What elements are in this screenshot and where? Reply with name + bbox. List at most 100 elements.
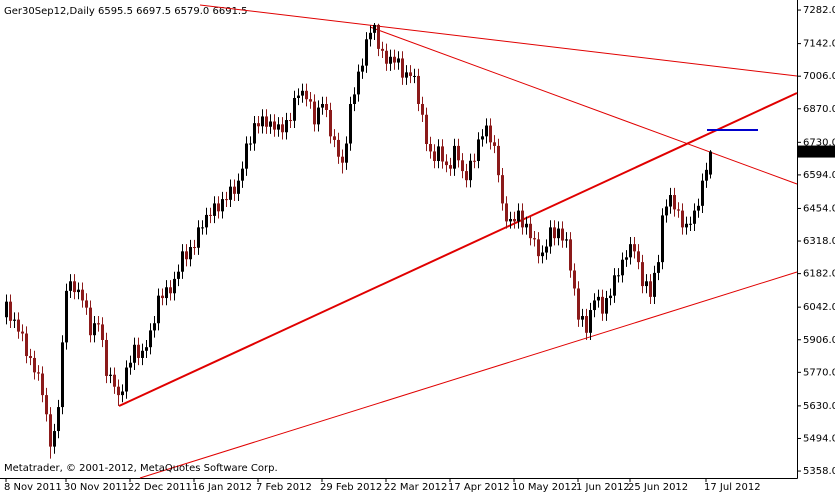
candle-body xyxy=(437,146,440,162)
candle-body xyxy=(89,307,92,336)
candle-body xyxy=(665,206,668,216)
x-tick-label: 17 Jul 2012 xyxy=(704,482,761,493)
candle-body xyxy=(709,151,712,175)
y-tick-label: 6594.0 xyxy=(803,170,835,181)
candle-body xyxy=(669,195,672,207)
candle-body xyxy=(537,239,540,257)
candle-body xyxy=(409,72,412,76)
candle-body xyxy=(625,257,628,260)
candle-body xyxy=(677,209,680,211)
candle-body xyxy=(633,244,636,252)
candle-body xyxy=(601,296,604,314)
x-tick-label: 7 Feb 2012 xyxy=(256,482,312,493)
candle-body xyxy=(529,223,532,239)
candle-body xyxy=(181,251,184,272)
y-tick-label: 7282.0 xyxy=(803,5,835,16)
y-tick-label: 6042.0 xyxy=(803,302,835,313)
candle-body xyxy=(221,199,224,212)
candle-body xyxy=(249,143,252,145)
candle-body xyxy=(453,145,456,169)
candle-body xyxy=(417,75,420,104)
candle-body xyxy=(313,101,316,125)
chart-title: Ger30Sep12,Daily 6595.5 6697.5 6579.0 66… xyxy=(4,6,247,17)
candle-body xyxy=(569,239,572,271)
y-tick-label: 5630.0 xyxy=(803,401,835,412)
candle-body xyxy=(621,259,624,276)
candle-body xyxy=(629,244,632,258)
candle-body xyxy=(433,151,436,162)
candle-body xyxy=(517,210,520,222)
candle-body xyxy=(305,90,308,100)
candle-body xyxy=(477,139,480,162)
candle-body xyxy=(277,124,280,130)
candle-body xyxy=(185,251,188,260)
candle-body xyxy=(349,103,352,144)
candle-body xyxy=(245,143,248,169)
candle-body xyxy=(229,186,232,200)
candle-body xyxy=(209,214,212,216)
candle-body xyxy=(49,414,52,447)
y-tick-label: 5906.0 xyxy=(803,335,835,346)
candle-body xyxy=(65,290,68,343)
x-tick-label: 1 Jun 2012 xyxy=(576,482,630,493)
candle-body xyxy=(341,156,344,163)
candle-body xyxy=(545,246,548,253)
candle-body xyxy=(373,24,376,33)
candle-body xyxy=(493,142,496,146)
candle-body xyxy=(269,121,272,127)
y-tick-label: 5358.0 xyxy=(803,466,835,477)
candle-body xyxy=(473,160,476,162)
copyright: Metatrader, © 2001-2012, MetaQuotes Soft… xyxy=(4,463,278,474)
candle-body xyxy=(117,386,120,396)
candle-body xyxy=(549,227,552,247)
candle-body xyxy=(585,316,588,333)
candle-body xyxy=(5,301,8,318)
candle-body xyxy=(85,300,88,308)
current-price-box xyxy=(798,145,835,158)
candle-body xyxy=(461,160,464,172)
candle-body xyxy=(157,295,160,324)
candle-body xyxy=(125,367,128,392)
candle-body xyxy=(513,218,516,222)
candle-body xyxy=(429,143,432,152)
current-price-label: 6691.5 xyxy=(802,147,835,158)
candle-body xyxy=(593,300,596,311)
candle-body xyxy=(581,316,584,320)
trendline xyxy=(199,4,798,77)
candle-body xyxy=(257,123,260,127)
candle-body xyxy=(533,238,536,240)
candle-body xyxy=(573,270,576,289)
candle-body xyxy=(133,344,136,363)
candle-body xyxy=(525,223,528,228)
candle-body xyxy=(541,252,544,257)
candle-body xyxy=(285,120,288,133)
candle-body xyxy=(557,228,560,239)
candle-body xyxy=(241,168,244,181)
candle-body xyxy=(261,116,264,127)
y-tick-label: 5770.0 xyxy=(803,367,835,378)
candle-body xyxy=(617,275,620,277)
candle-body xyxy=(701,180,704,206)
candle-body xyxy=(413,75,416,77)
y-tick-label: 6870.0 xyxy=(803,104,835,115)
candle-body xyxy=(589,310,592,333)
candle-body xyxy=(657,262,660,273)
candle-body xyxy=(113,374,116,387)
candle-body xyxy=(505,203,508,222)
candle-body xyxy=(53,431,56,447)
candle-body xyxy=(253,123,256,144)
candle-body xyxy=(109,374,112,376)
candle-body xyxy=(561,228,564,241)
candle-body xyxy=(205,214,208,228)
candle-body xyxy=(385,50,388,64)
candle-body xyxy=(69,281,72,291)
candle-body xyxy=(37,372,40,374)
candle-body xyxy=(33,357,36,373)
candle-body xyxy=(369,32,372,40)
candle-body xyxy=(309,99,312,102)
candle-body xyxy=(641,262,644,287)
candle-body xyxy=(289,120,292,122)
candle-body xyxy=(213,203,216,216)
candle-body xyxy=(681,210,684,228)
